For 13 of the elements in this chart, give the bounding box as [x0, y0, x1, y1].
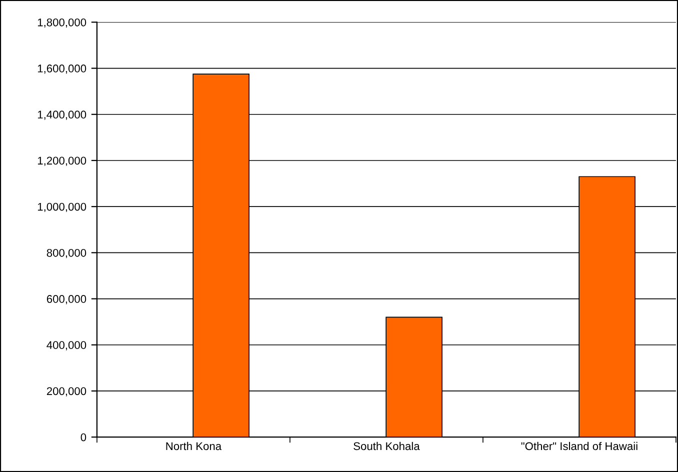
- y-tick-label: 1,600,000: [38, 64, 86, 74]
- x-tick-label: South Kohala: [354, 442, 420, 450]
- y-tick-label: 1,400,000: [38, 110, 86, 120]
- y-tick-label: 400,000: [46, 341, 86, 350]
- x-tick-label: North Kona: [166, 442, 222, 450]
- y-tick-label: 600,000: [46, 295, 86, 304]
- y-tick-label: 1,200,000: [38, 156, 86, 166]
- y-tick-label: 1,000,000: [38, 202, 86, 212]
- y-tick-label: 1,800,000: [38, 18, 86, 28]
- x-tick-label: "Other" Island of Hawaii: [521, 442, 638, 450]
- y-tick-label: 800,000: [46, 248, 86, 258]
- y-tick-label: 200,000: [46, 387, 86, 396]
- y-tick-label: 0: [80, 433, 86, 442]
